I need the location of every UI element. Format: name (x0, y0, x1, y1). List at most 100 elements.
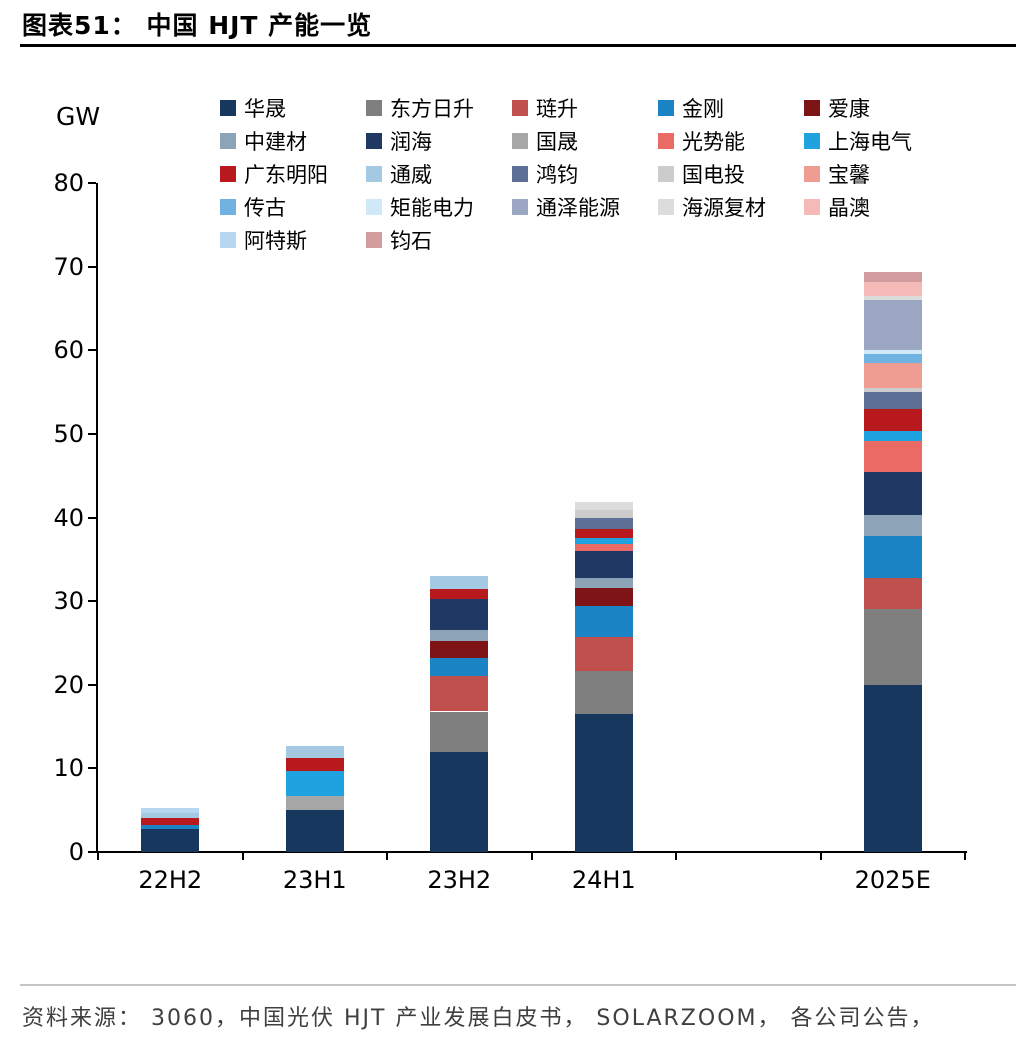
bar-segment (574, 550, 633, 578)
footer-divider (20, 984, 1016, 986)
bar-segment (141, 825, 200, 830)
legend-item: 润海 (366, 127, 512, 154)
y-axis-unit-label: GW (56, 102, 101, 131)
bar-segment (430, 629, 489, 642)
x-tick-mark (530, 853, 533, 860)
bar-segment (863, 272, 922, 282)
bar-segment (574, 544, 633, 551)
legend-swatch (366, 99, 382, 116)
bar-segment (863, 392, 922, 409)
bar-segment (574, 606, 633, 638)
bar-segment (863, 535, 922, 578)
legend-swatch (804, 132, 820, 149)
bar-segment (430, 676, 489, 712)
legend-swatch (366, 231, 382, 248)
y-tick-label: 30 (53, 587, 84, 616)
legend-item: 钧石 (366, 226, 512, 253)
legend-label: 传古 (244, 195, 286, 220)
bar-segment (574, 518, 633, 530)
legend-item: 传古 (220, 193, 366, 220)
legend-label: 国晟 (536, 129, 578, 154)
x-tick-mark (241, 853, 244, 860)
legend-label: 金刚 (682, 96, 724, 121)
legend-swatch (512, 99, 528, 116)
bar-segment (863, 514, 922, 536)
legend-label: 晶澳 (828, 195, 870, 220)
x-axis-label: 22H2 (138, 866, 203, 894)
legend-item: 东方日升 (366, 94, 512, 121)
bar-segment (285, 745, 344, 759)
y-tick-mark (88, 432, 96, 435)
legend-label: 光势能 (682, 129, 745, 154)
legend-item: 宝馨 (804, 160, 950, 187)
x-tick-mark (675, 853, 677, 860)
legend-swatch (804, 99, 820, 116)
legend-item: 通泽能源 (512, 193, 658, 220)
legend-item: 通威 (366, 160, 512, 187)
bar-segment (285, 758, 344, 771)
bar-segment (430, 589, 489, 600)
legend-label: 通威 (390, 162, 432, 187)
legend-swatch (366, 165, 382, 182)
x-axis-label: 23H2 (427, 866, 492, 894)
legend-item: 爱康 (804, 94, 950, 121)
legend-label: 上海电气 (828, 129, 912, 154)
legend-label: 中建材 (244, 129, 307, 154)
legend-label: 通泽能源 (536, 195, 620, 220)
legend-item: 矩能电力 (366, 193, 512, 220)
bar-segment (863, 609, 922, 685)
bar-segment (863, 295, 922, 301)
bar-segment (285, 795, 344, 811)
legend-swatch (220, 132, 236, 149)
y-tick-label: 10 (53, 754, 84, 783)
bar-segment (863, 300, 922, 351)
y-tick-mark (88, 600, 96, 603)
legend-label: 鸿钧 (536, 162, 578, 187)
bar-segment (574, 509, 633, 519)
bar-segment (863, 431, 922, 441)
bar-segment (863, 471, 922, 515)
legend-swatch (804, 198, 820, 215)
bar-segment (285, 770, 344, 796)
bar-segment (574, 670, 633, 715)
legend-swatch (512, 165, 528, 182)
legend-swatch (366, 132, 382, 149)
y-tick-label: 20 (53, 670, 84, 699)
y-tick-mark (88, 182, 96, 184)
legend-item: 国电投 (658, 160, 804, 187)
bar-segment (863, 354, 922, 363)
legend-label: 琏升 (536, 96, 578, 121)
x-axis-line (96, 851, 967, 853)
legend-item: 上海电气 (804, 127, 950, 154)
bar-segment (863, 387, 922, 393)
legend-swatch (220, 165, 236, 182)
legend-item: 中建材 (220, 127, 366, 154)
legend-item: 国晟 (512, 127, 658, 154)
legend-swatch (658, 132, 674, 149)
legend-swatch (220, 231, 236, 248)
y-tick-label: 50 (53, 419, 84, 448)
legend-label: 矩能电力 (390, 195, 474, 220)
legend-label: 广东明阳 (244, 162, 328, 187)
legend-label: 东方日升 (390, 96, 474, 121)
bar-segment (863, 684, 922, 852)
legend-label: 宝馨 (828, 162, 870, 187)
bar-segment (574, 587, 633, 607)
y-tick-mark (88, 683, 96, 686)
legend-item: 金刚 (658, 94, 804, 121)
legend-label: 华晟 (244, 96, 286, 121)
x-tick-mark (386, 853, 388, 860)
bar-segment (863, 440, 922, 472)
x-tick-mark (964, 853, 966, 860)
bar-segment (863, 408, 922, 432)
bar-segment (863, 577, 922, 610)
legend-label: 钧石 (390, 228, 432, 253)
bar-segment (285, 810, 344, 852)
figure-title: 图表51： 中国 HJT 产能一览 (22, 11, 373, 40)
y-axis-line (96, 183, 98, 853)
legend-item: 华晟 (220, 94, 366, 121)
x-tick-mark (819, 853, 822, 860)
bar-segment (430, 599, 489, 630)
y-tick-label: 70 (53, 252, 84, 281)
